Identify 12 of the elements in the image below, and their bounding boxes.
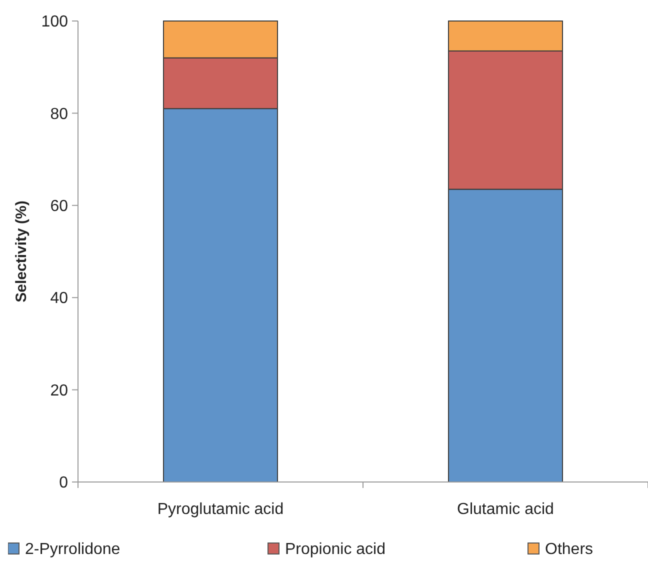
legend-label: 2-Pyrrolidone bbox=[25, 541, 120, 558]
y-tick-label: 100 bbox=[41, 14, 68, 31]
y-tick-label: 80 bbox=[50, 106, 68, 123]
y-axis-title: Selectivity (%) bbox=[13, 200, 30, 302]
x-tick-label: Glutamic acid bbox=[457, 501, 554, 518]
y-tick-label: 40 bbox=[50, 290, 68, 308]
y-tick-label: 20 bbox=[50, 382, 68, 400]
legend-label: Others bbox=[545, 541, 594, 558]
x-tick-label: Pyroglutamic acid bbox=[157, 501, 284, 518]
y-tick-label: 0 bbox=[59, 474, 68, 492]
y-tick-label: 60 bbox=[50, 198, 68, 215]
legend-label: Propionic acid bbox=[285, 541, 386, 558]
